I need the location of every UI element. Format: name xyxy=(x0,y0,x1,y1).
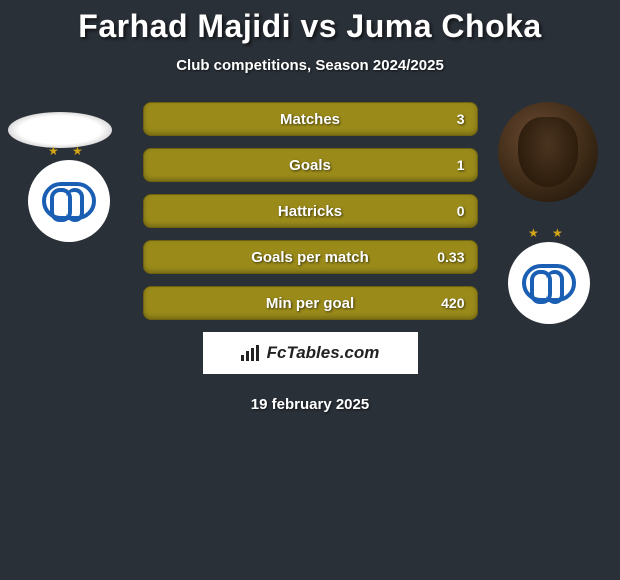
star-icon: ★ xyxy=(552,226,563,240)
page-title: Farhad Majidi vs Juma Choka xyxy=(0,0,620,45)
watermark: FcTables.com xyxy=(203,332,418,374)
stat-row: Goals 1 xyxy=(143,148,478,182)
stat-row: Goals per match 0.33 xyxy=(143,240,478,274)
stat-label: Min per goal xyxy=(144,295,477,312)
date-label: 19 february 2025 xyxy=(0,396,620,413)
watermark-text: FcTables.com xyxy=(267,343,380,363)
star-icon: ★ xyxy=(72,144,83,158)
player2-club-badge: ★ ★ xyxy=(508,242,590,324)
stat-right-value: 420 xyxy=(441,295,464,311)
star-icon: ★ xyxy=(528,226,539,240)
chart-icon xyxy=(241,345,261,361)
stat-right-value: 3 xyxy=(457,111,465,127)
stat-row: Min per goal 420 xyxy=(143,286,478,320)
star-icon: ★ xyxy=(48,144,59,158)
stat-right-value: 1 xyxy=(457,157,465,173)
stat-label: Goals xyxy=(144,157,477,174)
stat-label: Goals per match xyxy=(144,249,477,266)
stat-row: Matches 3 xyxy=(143,102,478,136)
stat-row: Hattricks 0 xyxy=(143,194,478,228)
player1-club-badge: ★ ★ xyxy=(28,160,110,242)
subtitle: Club competitions, Season 2024/2025 xyxy=(0,57,620,74)
comparison-panel: ★ ★ ★ ★ Matches 3 Goals 1 Hattricks 0 Go… xyxy=(0,102,620,413)
stat-right-value: 0.33 xyxy=(437,249,464,265)
stats-bars: Matches 3 Goals 1 Hattricks 0 Goals per … xyxy=(143,102,478,320)
player2-avatar xyxy=(498,102,598,202)
stat-label: Hattricks xyxy=(144,203,477,220)
stat-label: Matches xyxy=(144,111,477,128)
player1-avatar xyxy=(8,112,112,148)
stat-right-value: 0 xyxy=(457,203,465,219)
